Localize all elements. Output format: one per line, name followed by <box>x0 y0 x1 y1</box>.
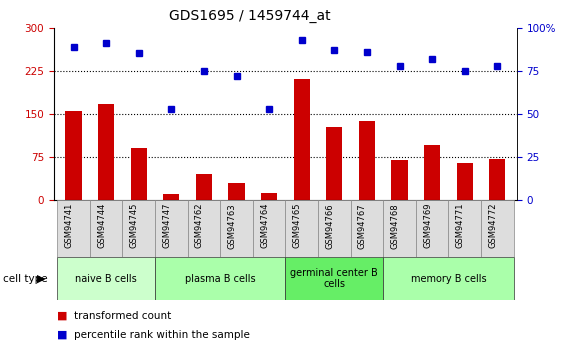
Text: GSM94764: GSM94764 <box>260 203 269 248</box>
Text: GSM94766: GSM94766 <box>325 203 335 248</box>
Bar <box>253 200 286 257</box>
Bar <box>155 257 285 300</box>
Text: GSM94744: GSM94744 <box>97 203 106 248</box>
Text: ■: ■ <box>57 311 67 321</box>
Bar <box>359 121 375 200</box>
Bar <box>326 127 343 200</box>
Text: germinal center B
cells: germinal center B cells <box>290 268 378 289</box>
Bar <box>57 200 90 257</box>
Text: GSM94769: GSM94769 <box>423 203 432 248</box>
Text: GSM94762: GSM94762 <box>195 203 204 248</box>
Text: GSM94765: GSM94765 <box>293 203 302 248</box>
Bar <box>163 194 179 200</box>
Text: GSM94741: GSM94741 <box>65 203 73 248</box>
Bar <box>489 159 506 200</box>
Text: ■: ■ <box>57 330 67 339</box>
Bar <box>391 160 408 200</box>
Bar <box>57 257 155 300</box>
Text: GSM94763: GSM94763 <box>228 203 236 248</box>
Bar <box>65 111 82 200</box>
Text: GSM94772: GSM94772 <box>488 203 498 248</box>
Text: naive B cells: naive B cells <box>75 274 137 284</box>
Bar <box>416 200 448 257</box>
Bar <box>98 104 114 200</box>
Text: GSM94745: GSM94745 <box>130 203 139 248</box>
Bar <box>318 200 350 257</box>
Text: GSM94768: GSM94768 <box>391 203 399 248</box>
Bar <box>383 257 513 300</box>
Bar <box>131 148 147 200</box>
Bar <box>294 79 310 200</box>
Text: percentile rank within the sample: percentile rank within the sample <box>74 330 250 339</box>
Text: cell type: cell type <box>3 274 48 284</box>
Text: GSM94767: GSM94767 <box>358 203 367 248</box>
Bar <box>457 163 473 200</box>
Text: ▶: ▶ <box>37 274 45 284</box>
Bar <box>286 257 383 300</box>
Text: GSM94747: GSM94747 <box>162 203 172 248</box>
Text: transformed count: transformed count <box>74 311 171 321</box>
Bar <box>261 193 277 200</box>
Bar <box>220 200 253 257</box>
Bar <box>196 174 212 200</box>
Bar <box>383 200 416 257</box>
Bar <box>350 200 383 257</box>
Bar <box>123 200 155 257</box>
Bar <box>481 200 513 257</box>
Bar <box>228 183 245 200</box>
Bar <box>90 200 123 257</box>
Text: memory B cells: memory B cells <box>411 274 486 284</box>
Bar <box>424 146 440 200</box>
Bar <box>187 200 220 257</box>
Bar <box>448 200 481 257</box>
Text: plasma B cells: plasma B cells <box>185 274 256 284</box>
Bar <box>155 200 187 257</box>
Text: GDS1695 / 1459744_at: GDS1695 / 1459744_at <box>169 9 331 23</box>
Bar <box>286 200 318 257</box>
Text: GSM94771: GSM94771 <box>456 203 465 248</box>
